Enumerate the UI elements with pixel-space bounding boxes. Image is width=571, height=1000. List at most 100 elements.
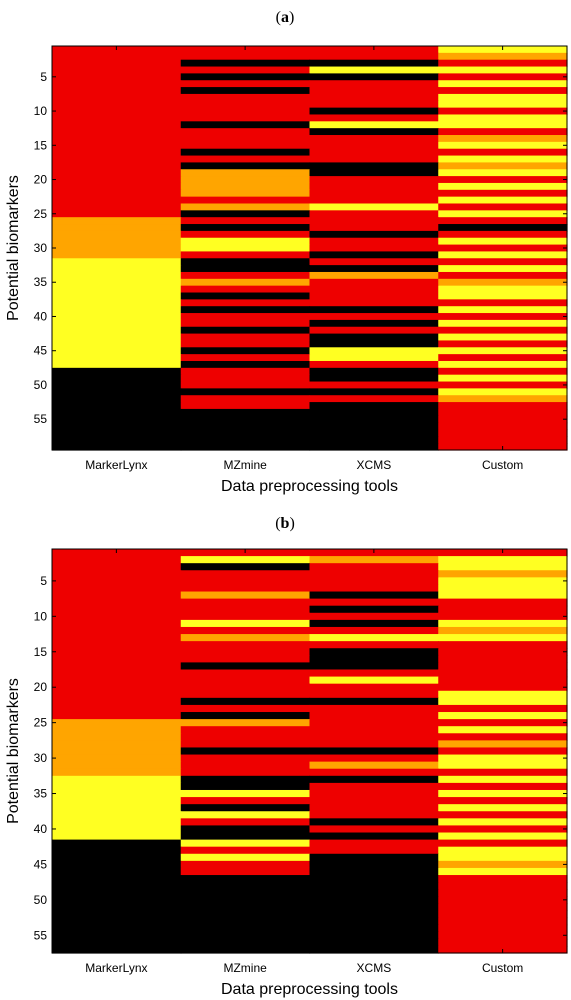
heatmap-cell bbox=[180, 598, 311, 607]
heatmap-cell bbox=[52, 775, 182, 784]
heatmap-cell bbox=[309, 612, 439, 621]
heatmap-cell bbox=[438, 162, 568, 170]
heatmap-cell bbox=[180, 775, 311, 784]
heatmap-cell bbox=[309, 59, 439, 68]
heatmap-cell bbox=[309, 740, 439, 749]
heatmap-cell bbox=[309, 148, 439, 157]
heatmap-cell bbox=[52, 761, 182, 770]
heatmap-cell bbox=[180, 162, 311, 170]
heatmap-cell bbox=[52, 747, 182, 756]
heatmap-cell bbox=[52, 563, 182, 571]
heatmap-cell bbox=[52, 626, 182, 635]
heatmap-cell bbox=[438, 155, 568, 164]
heatmap-cell bbox=[180, 789, 311, 798]
y-tick-label: 15 bbox=[34, 645, 48, 659]
heatmap-cell bbox=[438, 591, 568, 600]
heatmap-cell bbox=[180, 121, 311, 129]
heatmap-cell bbox=[438, 896, 568, 904]
heatmap-cell bbox=[52, 867, 182, 876]
heatmap-cell bbox=[309, 626, 439, 635]
heatmap-cell bbox=[180, 676, 311, 685]
heatmap-cell bbox=[52, 210, 182, 218]
heatmap-cell bbox=[180, 73, 311, 81]
heatmap-cell bbox=[180, 360, 311, 369]
heatmap-cell bbox=[309, 374, 439, 383]
heatmap-cell bbox=[52, 271, 182, 280]
heatmap-cell bbox=[438, 804, 568, 812]
x-tick-label: XCMS bbox=[357, 961, 392, 975]
heatmap-cell bbox=[180, 313, 311, 321]
heatmap-cell bbox=[180, 182, 311, 191]
heatmap-cell bbox=[438, 875, 568, 883]
heatmap-cell bbox=[438, 326, 568, 335]
heatmap-cell bbox=[180, 354, 311, 362]
heatmap-cell bbox=[52, 182, 182, 191]
heatmap-cell bbox=[309, 768, 439, 777]
heatmap-cell bbox=[180, 860, 311, 869]
heatmap-cell bbox=[438, 818, 568, 827]
heatmap-cell bbox=[438, 176, 568, 184]
heatmap-cell bbox=[180, 839, 311, 848]
heatmap-cell bbox=[180, 93, 311, 102]
heatmap-cell bbox=[309, 797, 439, 805]
heatmap-cell bbox=[438, 285, 568, 294]
heatmap-cell bbox=[52, 712, 182, 720]
heatmap-cell bbox=[180, 217, 311, 225]
heatmap-cell bbox=[52, 408, 182, 417]
heatmap-cell bbox=[438, 182, 568, 191]
heatmap-cell bbox=[52, 733, 182, 741]
heatmap-cell bbox=[438, 196, 568, 205]
heatmap-cell bbox=[438, 860, 568, 869]
heatmap-cell bbox=[309, 135, 439, 143]
heatmap-cell bbox=[52, 244, 182, 253]
heatmap-cell bbox=[180, 754, 311, 763]
heatmap-cell bbox=[52, 415, 182, 424]
heatmap-cell bbox=[438, 683, 568, 692]
y-axis-title: Potential biomarkers bbox=[5, 678, 22, 824]
heatmap-cell bbox=[180, 626, 311, 635]
heatmap-cell bbox=[180, 278, 311, 287]
heatmap-cell bbox=[52, 860, 182, 869]
heatmap-cell bbox=[438, 704, 568, 713]
heatmap-cell bbox=[52, 299, 182, 307]
heatmap-cell bbox=[309, 690, 439, 699]
y-tick-label: 50 bbox=[34, 893, 48, 907]
heatmap-cell bbox=[52, 690, 182, 699]
heatmap-cell bbox=[52, 719, 182, 727]
heatmap-cell bbox=[438, 832, 568, 841]
heatmap-cell bbox=[180, 395, 311, 403]
heatmap-cell bbox=[309, 782, 439, 791]
heatmap-cell bbox=[309, 676, 439, 685]
heatmap-cell bbox=[309, 556, 439, 564]
heatmap-cell bbox=[438, 381, 568, 389]
heatmap-cell bbox=[309, 789, 439, 798]
y-tick-label: 30 bbox=[34, 751, 48, 765]
heatmap-cell bbox=[180, 846, 311, 855]
heatmap-cell bbox=[180, 66, 311, 74]
y-tick-label: 35 bbox=[34, 787, 48, 801]
heatmap-cell bbox=[438, 80, 568, 88]
heatmap-cell bbox=[309, 306, 439, 314]
heatmap-cell bbox=[438, 224, 568, 232]
heatmap-cell bbox=[180, 244, 311, 253]
heatmap-cell bbox=[438, 169, 568, 177]
heatmap-cell bbox=[438, 676, 568, 685]
heatmap-cell bbox=[438, 924, 568, 933]
heatmap-cell bbox=[180, 811, 311, 819]
heatmap-cell bbox=[309, 853, 439, 862]
y-tick-label: 45 bbox=[34, 344, 48, 358]
heatmap-cell bbox=[309, 141, 439, 150]
heatmap-cell bbox=[438, 340, 568, 348]
heatmap-cell bbox=[180, 251, 311, 259]
heatmap-cell bbox=[52, 768, 182, 777]
heatmap-cell bbox=[438, 598, 568, 607]
y-tick-label: 20 bbox=[34, 173, 48, 187]
heatmap-cell bbox=[52, 135, 182, 143]
heatmap-cell bbox=[309, 775, 439, 784]
heatmap-cell bbox=[438, 429, 568, 437]
heatmap-cell bbox=[52, 591, 182, 600]
heatmap-cell bbox=[52, 797, 182, 805]
heatmap-cell bbox=[438, 422, 568, 431]
heatmap-cell bbox=[309, 326, 439, 335]
